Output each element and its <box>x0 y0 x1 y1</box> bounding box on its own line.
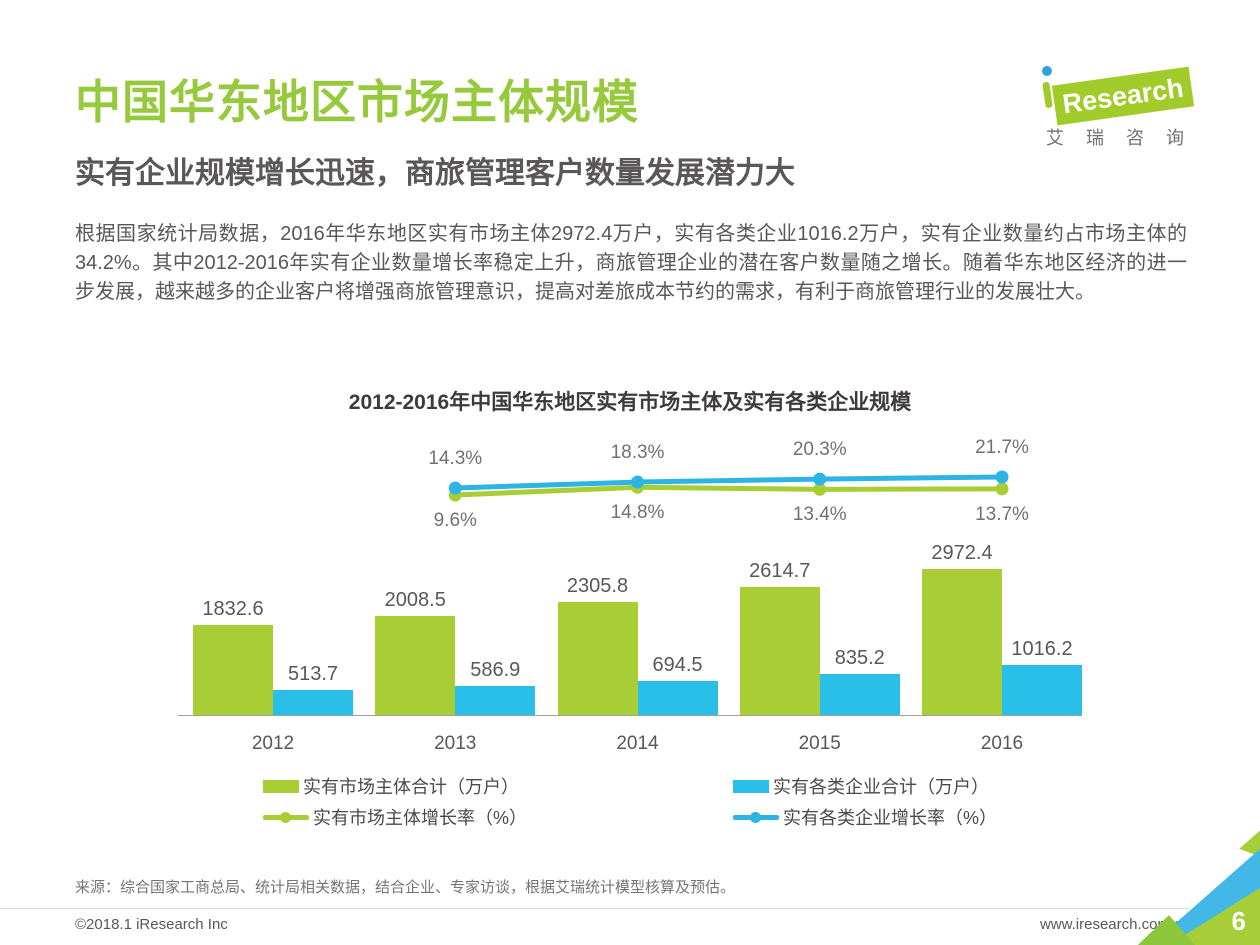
bar-2013-series0 <box>375 616 456 715</box>
bar-value-label: 1016.2 <box>1011 638 1073 661</box>
body-paragraph: 根据国家统计局数据，2016年华东地区实有市场主体2972.4万户，实有各类企业… <box>75 223 1187 303</box>
legend-dot-blue <box>750 811 761 823</box>
logo-chinese-text: 艾瑞咨询 <box>1046 128 1206 148</box>
growth-value-label: 20.3% <box>792 439 847 461</box>
growth-point <box>995 470 1009 484</box>
bar-2013-series1 <box>455 686 536 715</box>
growth-line-1 <box>455 474 1003 491</box>
growth-value-label: 9.6% <box>433 509 477 531</box>
bar-2016-series1 <box>1002 665 1082 715</box>
legend-dot-green <box>280 811 291 823</box>
x-axis-label: 2012 <box>251 733 295 754</box>
logo-i-dot-icon <box>1042 66 1052 76</box>
growth-point <box>813 482 827 496</box>
iresearch-logo: Research 艾瑞咨询 <box>1032 62 1207 152</box>
source-note: 来源：综合国家工商总局、统计局相关数据，结合企业、专家访谈，根据艾瑞统计模型核算… <box>75 879 736 896</box>
bar-2015-series0 <box>739 586 820 715</box>
legend-label: 实有各类企业增长率（%） <box>783 808 998 828</box>
logo-brand-text: Research <box>1060 72 1186 119</box>
bar-2014-series1 <box>637 680 718 715</box>
x-axis-label: 2015 <box>798 733 841 754</box>
footer-divider <box>0 908 1190 909</box>
growth-value-label: 21.7% <box>975 437 1029 458</box>
legend-label: 实有各类企业合计（万户） <box>773 777 989 797</box>
chart-plot: 1832.6 513.7 2012 2008.5 586.9 2013 2305.8 694.… <box>170 430 1090 760</box>
growth-lines-svg <box>448 470 1009 502</box>
bar-value-label: 694.5 <box>652 653 703 676</box>
bar-value-label: 2972.4 <box>931 542 993 565</box>
legend-swatch-blue-line <box>733 811 779 823</box>
logo-plate: Research <box>1051 66 1195 126</box>
legend-label: 实有市场主体合计（万户） <box>303 777 519 797</box>
growth-point <box>448 481 462 495</box>
growth-point <box>631 475 644 489</box>
footer-copyright: ©2018.1 iResearch Inc <box>75 916 228 933</box>
growth-value-label: 13.4% <box>792 504 847 526</box>
bar-value-label: 835.2 <box>834 646 885 669</box>
legend-swatch-green-bar <box>263 779 299 793</box>
page-number: 6 <box>1231 906 1246 936</box>
growth-value-label: 13.7% <box>975 503 1029 525</box>
chart-title: 2012-2016年中国华东地区实有市场主体及实有各类企业规模 <box>348 391 912 414</box>
bar-value-label: 2614.7 <box>749 559 811 582</box>
legend-item-enterprises-bar: 实有各类企业合计（万户） <box>733 775 989 797</box>
bar-value-label: 2008.5 <box>384 589 446 612</box>
chart-legend: 实有市场主体合计（万户） 实有各类企业合计（万户） 实有市场主体增长率（%） 实… <box>0 770 1260 834</box>
bar-2012-series0 <box>193 625 273 715</box>
bar-value-label: 513.7 <box>287 662 339 685</box>
bar-value-label: 1832.6 <box>202 598 264 621</box>
x-axis-label: 2013 <box>434 733 477 754</box>
bar-2012-series1 <box>273 689 353 715</box>
legend-item-market-entities-growth: 实有市场主体增长率（%） <box>263 806 527 828</box>
growth-value-label: 14.3% <box>428 448 483 469</box>
corner-decoration: 6 <box>1130 815 1260 945</box>
growth-value-label: 18.3% <box>610 442 665 464</box>
bar-value-label: 2305.8 <box>566 574 629 597</box>
x-axis-line <box>178 715 1082 716</box>
bar-2014-series0 <box>557 601 638 715</box>
bar-value-label: 586.9 <box>470 659 521 682</box>
x-axis-label: 2016 <box>980 733 1024 754</box>
page-subtitle: 实有企业规模增长迅速，商旅管理客户数量发展潜力大 <box>75 157 795 190</box>
growth-point <box>813 472 827 486</box>
x-axis-label: 2014 <box>616 733 659 754</box>
footer-website: www.iresearch.com.cn <box>1039 916 1190 933</box>
growth-point <box>995 482 1009 496</box>
legend-label: 实有市场主体增长率（%） <box>313 808 528 828</box>
legend-swatch-green-line <box>263 811 309 823</box>
bar-2016-series0 <box>922 569 1002 715</box>
growth-line-0 <box>455 484 1003 498</box>
legend-item-enterprises-growth: 实有各类企业增长率（%） <box>733 806 997 828</box>
bar-2015-series1 <box>819 673 900 715</box>
legend-item-market-entities-bar: 实有市场主体合计（万户） <box>263 775 519 797</box>
growth-value-label: 14.8% <box>610 502 665 524</box>
page-title: 中国华东地区市场主体规模 <box>75 76 639 128</box>
legend-swatch-blue-bar <box>733 779 769 793</box>
